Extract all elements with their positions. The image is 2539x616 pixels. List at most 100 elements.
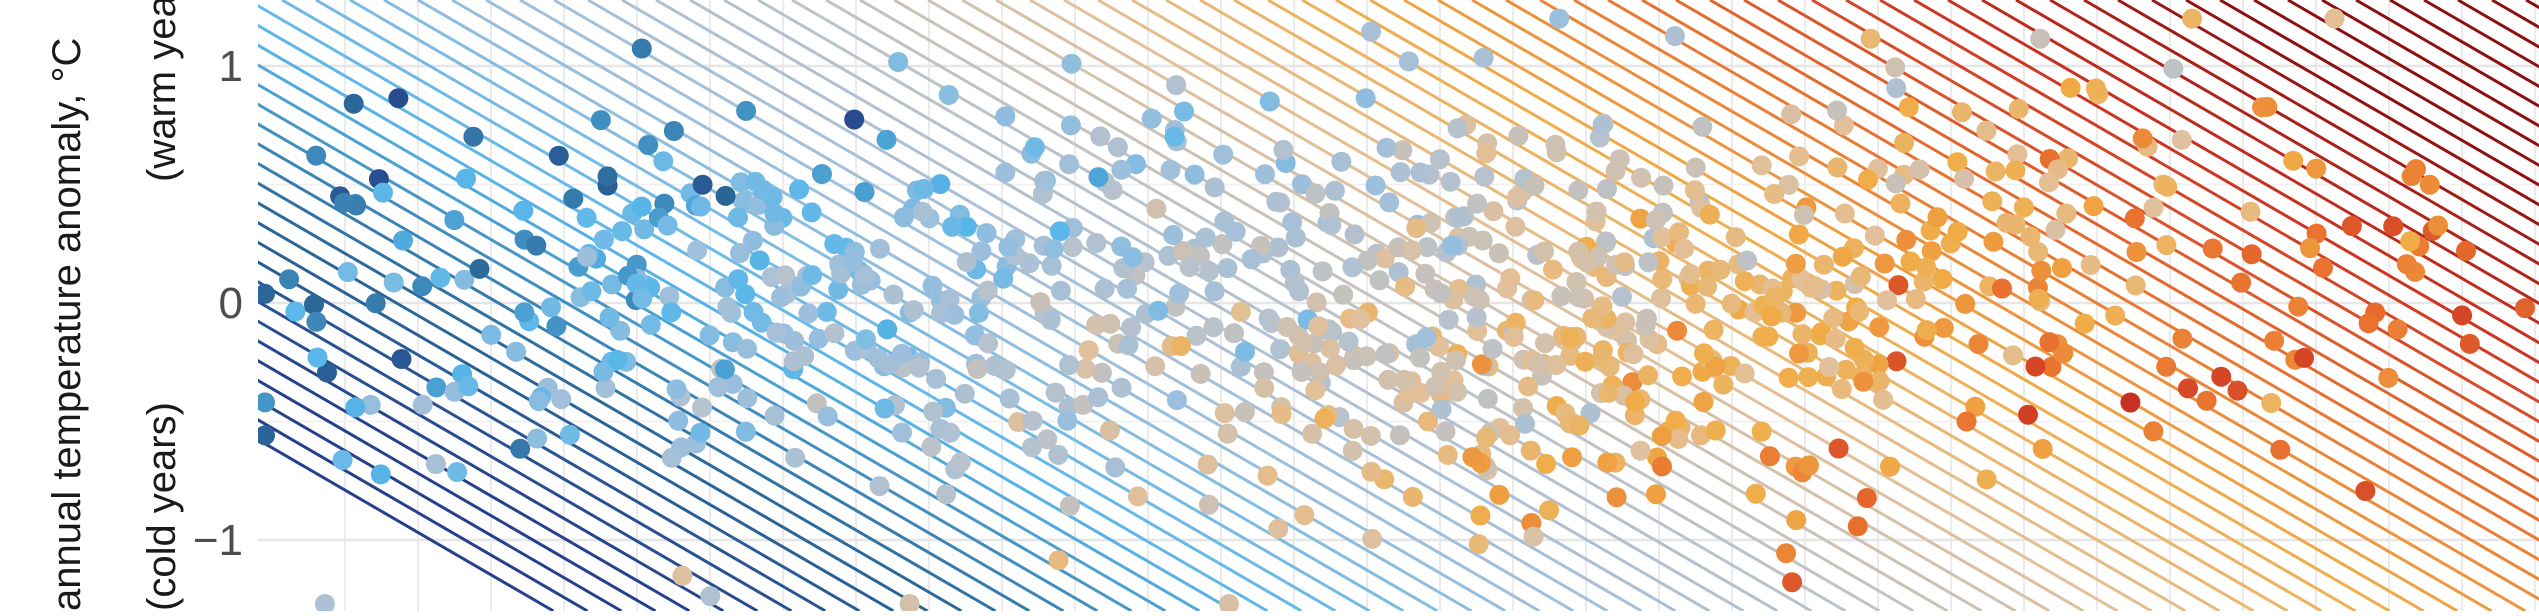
data-point: [1568, 180, 1589, 201]
data-point: [1614, 252, 1635, 273]
data-point: [1037, 429, 1058, 450]
data-point: [1674, 238, 1695, 259]
data-point: [2120, 392, 2141, 413]
data-point: [1508, 126, 1529, 146]
data-point: [1417, 237, 1438, 258]
data-point: [1826, 280, 1847, 301]
data-point: [2270, 439, 2291, 460]
data-point: [1121, 317, 1142, 338]
background-stripe: [2321, 0, 2539, 128]
data-point: [1324, 180, 1345, 201]
data-point: [2053, 343, 2074, 364]
data-point: [1048, 444, 1069, 465]
data-point: [612, 221, 632, 242]
data-point: [1524, 290, 1545, 311]
data-point: [444, 210, 465, 230]
data-point: [1545, 134, 1566, 155]
data-point: [1230, 301, 1251, 322]
data-point: [1091, 362, 1112, 383]
data-point: [1765, 286, 1786, 307]
data-point: [514, 302, 535, 323]
data-point: [869, 476, 890, 497]
data-point: [2419, 174, 2440, 195]
data-point: [1947, 152, 1968, 173]
data-point: [456, 168, 476, 189]
background-stripe: [1913, 0, 2539, 365]
y-axis-title: annual temperature anomaly, °C: [45, 38, 89, 611]
data-point: [317, 362, 337, 383]
data-point: [1350, 309, 1371, 330]
data-point: [844, 109, 865, 130]
data-point: [1398, 51, 1419, 72]
data-point: [930, 174, 951, 195]
background-stripe: [2355, 0, 2539, 108]
background-stripe: [961, 0, 2017, 611]
data-point: [1651, 426, 1672, 447]
data-point: [1827, 157, 1848, 178]
data-point: [1955, 293, 1976, 314]
data-point: [1342, 440, 1363, 461]
data-point: [2241, 244, 2262, 265]
data-point: [922, 275, 943, 296]
data-point: [1406, 218, 1427, 238]
data-point: [1759, 446, 1780, 467]
data-point: [1778, 174, 1799, 195]
data-point: [1652, 269, 1673, 290]
data-point: [1145, 356, 1166, 377]
data-point: [1536, 453, 1557, 474]
data-point: [855, 329, 876, 350]
data-point: [666, 379, 687, 400]
data-point: [632, 288, 653, 309]
data-point: [1592, 115, 1613, 135]
data-point: [663, 121, 684, 141]
data-point: [528, 391, 549, 412]
data-point: [2105, 305, 2126, 326]
data-point: [1360, 425, 1381, 446]
data-point: [1062, 237, 1083, 257]
data-point: [383, 272, 404, 293]
y-axis-annotation-warm: (warm years): [140, 0, 184, 182]
data-point: [1864, 225, 1885, 246]
data-point: [1916, 320, 1937, 341]
background-stripe: [1641, 0, 2539, 522]
data-point: [640, 314, 661, 335]
data-point: [766, 322, 787, 343]
data-point: [1869, 317, 1890, 338]
data-point: [1474, 166, 1495, 187]
data-point: [1916, 257, 1937, 278]
data-point: [1040, 310, 1061, 330]
data-point: [1273, 139, 1294, 160]
data-point: [817, 406, 838, 427]
data-point: [548, 145, 569, 166]
data-point: [1606, 487, 1627, 508]
data-point: [360, 394, 381, 415]
data-point: [634, 219, 655, 240]
data-point: [1320, 338, 1340, 359]
data-point: [978, 333, 999, 354]
data-point: [657, 215, 678, 236]
background-stripe: [258, 122, 1099, 611]
data-point: [2257, 96, 2278, 117]
data-point: [2428, 215, 2448, 236]
data-point: [1694, 343, 1714, 364]
data-point: [1566, 272, 1587, 292]
data-point: [1338, 331, 1359, 352]
data-point: [1258, 308, 1279, 329]
data-point: [1713, 374, 1734, 395]
data-point: [1725, 227, 1746, 248]
data-point: [1764, 184, 1785, 204]
data-point: [2157, 176, 2178, 197]
data-point: [559, 424, 580, 445]
data-point: [1094, 278, 1115, 299]
data-point: [1146, 198, 1167, 219]
data-point: [1438, 309, 1459, 330]
data-point: [893, 207, 914, 228]
data-point: [2163, 58, 2184, 79]
data-point: [1575, 351, 1596, 372]
data-point: [2005, 160, 2026, 181]
data-point: [736, 100, 757, 121]
data-point: [1362, 528, 1383, 549]
data-point: [944, 304, 965, 325]
